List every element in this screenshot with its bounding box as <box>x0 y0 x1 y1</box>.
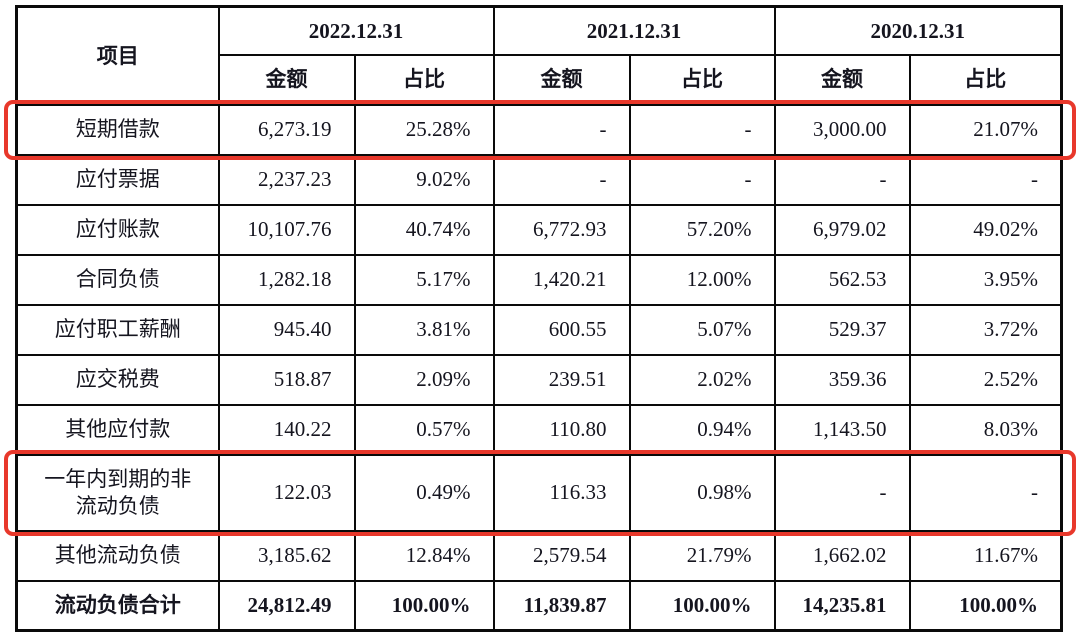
amount-value-cell: 1,662.02 <box>773 529 911 582</box>
ratio-value-cell: 11.67% <box>908 529 1063 582</box>
ratio-header: 占比 <box>908 53 1063 106</box>
ratio-value-cell: - <box>628 103 776 156</box>
table-row: 短期借款 6,273.19 25.28% - -3,000.00 21.07% <box>15 103 1063 156</box>
ratio-value-cell: 5.07% <box>628 303 776 356</box>
row-item-label: 应交税费 <box>15 353 220 406</box>
table-row: 应付票据 2,237.23 9.02% - - - - <box>15 153 1063 206</box>
table-row: 流动负债合计 24,812.49 100.00% 11,839.87 100.00% 14… <box>15 579 1063 632</box>
ratio-value-cell: 57.20% <box>628 203 776 256</box>
ratio-value-cell: 0.57% <box>353 403 495 456</box>
table-row: 应付职工薪酬 945.40 3.81% 600.55 5.07% 529.37 3.72% <box>15 303 1063 356</box>
ratio-value-cell: 9.02% <box>353 153 495 206</box>
ratio-value-cell: 8.03% <box>908 403 1063 456</box>
amount-value-cell: 6,979.02 <box>773 203 911 256</box>
amount-value-cell: 140.22 <box>217 403 356 456</box>
row-item-label: 流动负债合计 <box>15 579 220 632</box>
table-row: 应付账款 10,107.76 40.74% 6,772.93 57.20% 6,979.0… <box>15 203 1063 256</box>
ratio-value-cell: 5.17% <box>353 253 495 306</box>
amount-value-cell: 239.51 <box>492 353 631 406</box>
ratio-value-cell: 0.98% <box>628 453 776 532</box>
ratio-value-cell: - <box>628 153 776 206</box>
ratio-value-cell: 21.07% <box>908 103 1063 156</box>
amount-value-cell: 2,579.54 <box>492 529 631 582</box>
ratio-value-cell: 0.94% <box>628 403 776 456</box>
header-row-subcolumns: 金额 占比 金额 占比 金额 占比 <box>17 53 1063 106</box>
amount-value-cell: 2,237.23 <box>217 153 356 206</box>
amount-value-cell: 1,143.50 <box>773 403 911 456</box>
ratio-value-cell: - <box>908 453 1063 532</box>
amount-value-cell: 3,185.62 <box>217 529 356 582</box>
ratio-value-cell: 2.09% <box>353 353 495 406</box>
amount-value-cell: - <box>773 453 911 532</box>
ratio-value-cell: 0.49% <box>353 453 495 532</box>
amount-value-cell: 6,772.93 <box>492 203 631 256</box>
ratio-value-cell: 3.81% <box>353 303 495 356</box>
ratio-value-cell: - <box>908 153 1063 206</box>
amount-value-cell: - <box>492 153 631 206</box>
period-header-2022: 2022.12.31 <box>217 5 495 56</box>
period-header-2020: 2020.12.31 <box>773 5 1063 56</box>
table-row: 一年内到期的非流动负债 122.03 0.49% 116.33 0.98% - - <box>15 453 1063 532</box>
amount-value-cell: 1,282.18 <box>217 253 356 306</box>
amount-value-cell: 116.33 <box>492 453 631 532</box>
amount-value-cell: 529.37 <box>773 303 911 356</box>
amount-value-cell: 11,839.87 <box>492 579 631 632</box>
row-item-label: 其他应付款 <box>15 403 220 456</box>
row-item-label: 应付账款 <box>15 203 220 256</box>
row-item-label: 短期借款 <box>15 103 220 156</box>
header-row-periods: 项目 2022.12.31 2021.12.31 2020.12.31 <box>15 5 1063 106</box>
row-item-label: 应付职工薪酬 <box>15 303 220 356</box>
item-column-header: 项目 <box>15 5 220 106</box>
ratio-value-cell: 12.00% <box>628 253 776 306</box>
amount-value-cell: 518.87 <box>217 353 356 406</box>
amount-value-cell: 24,812.49 <box>217 579 356 632</box>
table-body: 短期借款 6,273.19 25.28% - -3,000.00 21.07% 应付票据 2,… <box>15 103 1063 632</box>
row-item-label: 合同负债 <box>15 253 220 306</box>
ratio-value-cell: 100.00% <box>908 579 1063 632</box>
amount-value-cell: - <box>492 103 631 156</box>
table-row: 其他流动负债 3,185.62 12.84% 2,579.54 21.79% 1,662.… <box>15 529 1063 582</box>
amount-value-cell: 945.40 <box>217 303 356 356</box>
table-row: 其他应付款 140.22 0.57% 110.80 0.94% 1,143.50 8.03% <box>15 403 1063 456</box>
amount-value-cell: 122.03 <box>217 453 356 532</box>
ratio-header: 占比 <box>628 53 776 106</box>
row-item-label: 一年内到期的非流动负债 <box>15 453 220 532</box>
ratio-value-cell: 100.00% <box>353 579 495 632</box>
table-row: 应交税费 518.87 2.09% 239.51 2.02% 359.36 2.52% <box>15 353 1063 406</box>
ratio-value-cell: 40.74% <box>353 203 495 256</box>
amount-value-cell: 110.80 <box>492 403 631 456</box>
ratio-header: 占比 <box>353 53 495 106</box>
amount-header: 金额 <box>217 53 356 106</box>
ratio-value-cell: 3.95% <box>908 253 1063 306</box>
amount-value-cell: - <box>773 153 911 206</box>
amount-value-cell: 359.36 <box>773 353 911 406</box>
amount-value-cell: 600.55 <box>492 303 631 356</box>
amount-header: 金额 <box>773 53 911 106</box>
amount-header: 金额 <box>492 53 631 106</box>
row-item-label: 应付票据 <box>15 153 220 206</box>
liabilities-table: 项目 2022.12.31 2021.12.31 2020.12.31 金额 占… <box>15 5 1063 632</box>
table-header: 项目 2022.12.31 2021.12.31 2020.12.31 金额 占… <box>15 5 1063 106</box>
row-item-label: 其他流动负债 <box>15 529 220 582</box>
ratio-value-cell: 3.72% <box>908 303 1063 356</box>
amount-value-cell: 10,107.76 <box>217 203 356 256</box>
period-header-2021: 2021.12.31 <box>492 5 776 56</box>
amount-value-cell: 14,235.81 <box>773 579 911 632</box>
ratio-value-cell: 2.52% <box>908 353 1063 406</box>
amount-value-cell: 3,000.00 <box>773 103 911 156</box>
table-container: 项目 2022.12.31 2021.12.31 2020.12.31 金额 占… <box>15 5 1063 632</box>
ratio-value-cell: 25.28% <box>353 103 495 156</box>
amount-value-cell: 562.53 <box>773 253 911 306</box>
amount-value-cell: 6,273.19 <box>217 103 356 156</box>
ratio-value-cell: 100.00% <box>628 579 776 632</box>
ratio-value-cell: 49.02% <box>908 203 1063 256</box>
table-row: 合同负债 1,282.18 5.17% 1,420.21 12.00% 562.53 3.9… <box>15 253 1063 306</box>
ratio-value-cell: 21.79% <box>628 529 776 582</box>
ratio-value-cell: 2.02% <box>628 353 776 406</box>
ratio-value-cell: 12.84% <box>353 529 495 582</box>
amount-value-cell: 1,420.21 <box>492 253 631 306</box>
